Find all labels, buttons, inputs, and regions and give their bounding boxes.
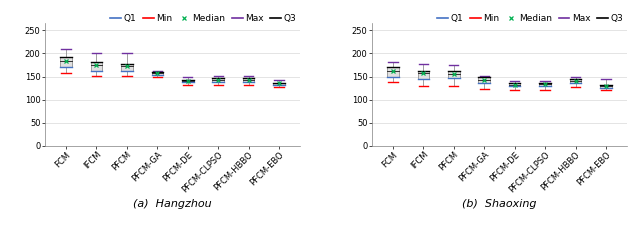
Bar <box>243 78 254 82</box>
Bar <box>182 80 193 82</box>
Bar <box>91 62 102 70</box>
Bar <box>212 78 224 82</box>
Legend: Q1, Min, Median, Max, Q3: Q1, Min, Median, Max, Q3 <box>108 12 298 25</box>
Text: (a)  Hangzhou: (a) Hangzhou <box>133 199 212 209</box>
Text: (b)  Shaoxing: (b) Shaoxing <box>462 199 537 209</box>
Bar <box>600 85 612 88</box>
Bar <box>152 72 163 75</box>
Legend: Q1, Min, Median, Max, Q3: Q1, Min, Median, Max, Q3 <box>435 12 625 25</box>
Bar <box>540 83 551 86</box>
Bar <box>60 57 72 67</box>
Bar <box>418 70 429 79</box>
Bar <box>570 79 581 83</box>
Bar <box>387 67 399 77</box>
Bar <box>479 78 490 83</box>
Bar <box>121 64 132 70</box>
Bar <box>273 82 285 85</box>
Bar <box>509 83 520 86</box>
Bar <box>448 71 460 78</box>
